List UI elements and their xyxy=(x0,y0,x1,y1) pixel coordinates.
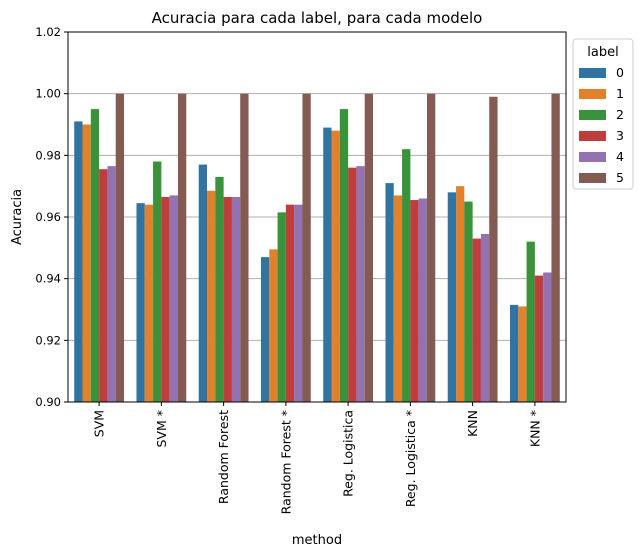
y-axis-label: Acuracia xyxy=(10,189,25,245)
bar-random-forest-label-0 xyxy=(198,164,208,402)
x-tick-label: Random Forest xyxy=(216,410,231,504)
bar-svm--label-5 xyxy=(177,93,187,403)
legend-swatch xyxy=(579,89,606,99)
y-tick-label: 0.92 xyxy=(35,333,61,347)
bar-random-forest--label-5 xyxy=(302,93,311,403)
bar-svm--label-3 xyxy=(161,196,170,402)
bar-reg-logistica--label-3 xyxy=(410,200,419,402)
bar-knn--label-2 xyxy=(526,241,535,402)
bar-svm-label-0 xyxy=(74,121,83,403)
bar-svm--label-1 xyxy=(144,204,154,402)
y-axis: 0.90 0.92 0.94 0.96 0.98 1.00 1.02 xyxy=(35,25,68,409)
bar-reg-logistica--label-5 xyxy=(426,93,436,403)
legend-swatch xyxy=(579,110,606,120)
bar-knn--label-5 xyxy=(551,93,560,403)
legend-title: label xyxy=(587,45,618,60)
bar-random-forest--label-1 xyxy=(269,249,278,402)
bar-reg-logistica-label-5 xyxy=(364,93,374,403)
x-tick-label: SVM xyxy=(92,410,107,437)
bars xyxy=(74,93,560,403)
y-tick-label: 0.94 xyxy=(35,272,61,286)
bar-reg-logistica-label-2 xyxy=(339,109,349,402)
bar-reg-logistica-label-3 xyxy=(348,167,357,402)
bar-svm--label-0 xyxy=(136,203,145,402)
legend-swatch xyxy=(579,131,606,141)
bar-svm-label-4 xyxy=(107,166,116,402)
y-tick-label: 1.00 xyxy=(35,87,61,101)
y-tick-label: 0.98 xyxy=(35,148,61,162)
bar-reg-logistica-label-0 xyxy=(323,127,332,402)
x-axis-label: method xyxy=(292,533,342,548)
bar-knn--label-1 xyxy=(518,306,527,402)
x-tick-label: Reg. Logistica * xyxy=(403,410,418,507)
bar-random-forest-label-5 xyxy=(240,93,249,403)
x-tick-label: KNN * xyxy=(527,410,542,447)
bar-random-forest-label-4 xyxy=(231,196,241,402)
bar-knn--label-4 xyxy=(543,272,552,402)
x-tick-label: KNN xyxy=(465,410,480,437)
bar-svm-label-5 xyxy=(115,93,125,403)
legend-label: 4 xyxy=(616,149,624,164)
bar-knn-label-1 xyxy=(456,186,465,402)
legend-label: 5 xyxy=(616,170,624,185)
bar-svm--label-4 xyxy=(169,195,178,402)
bar-random-forest-label-2 xyxy=(215,176,224,402)
y-tick-label: 0.96 xyxy=(35,210,61,224)
x-tick-label: Random Forest * xyxy=(278,410,293,514)
bar-knn--label-3 xyxy=(534,275,544,402)
bar-random-forest-label-1 xyxy=(207,190,216,402)
bar-random-forest--label-0 xyxy=(260,257,270,402)
chart-title: Acuracia para cada label, para cada mode… xyxy=(152,9,483,27)
bar-reg-logistica-label-4 xyxy=(356,166,365,402)
x-tick-label: SVM * xyxy=(154,410,169,448)
bar-knn-label-0 xyxy=(447,192,457,402)
bar-knn-label-5 xyxy=(489,96,498,402)
x-tick-label: Reg. Logistica xyxy=(341,410,356,497)
legend: label 0 1 2 3 4 5 xyxy=(572,38,634,190)
bar-random-forest--label-4 xyxy=(294,204,303,402)
bar-knn--label-0 xyxy=(509,304,519,402)
bar-reg-logistica-label-1 xyxy=(331,130,340,402)
legend-swatch xyxy=(579,68,606,78)
y-tick-label: 1.02 xyxy=(35,25,61,39)
bar-svm-label-2 xyxy=(90,109,100,402)
legend-swatch xyxy=(579,152,606,162)
legend-label: 2 xyxy=(616,107,624,122)
bar-svm-label-1 xyxy=(82,124,91,402)
bar-knn-label-3 xyxy=(472,238,481,402)
bar-svm-label-3 xyxy=(99,169,108,402)
bar-reg-logistica--label-0 xyxy=(385,183,394,402)
y-tick-label: 0.90 xyxy=(35,395,61,409)
legend-swatch xyxy=(579,173,606,183)
bar-knn-label-2 xyxy=(464,201,473,402)
bar-reg-logistica--label-1 xyxy=(393,195,403,402)
bar-svm--label-2 xyxy=(153,161,162,402)
bar-reg-logistica--label-4 xyxy=(418,198,427,402)
bar-random-forest--label-2 xyxy=(277,212,286,402)
legend-label: 1 xyxy=(616,86,624,101)
bar-reg-logistica--label-2 xyxy=(402,149,411,402)
bar-random-forest-label-3 xyxy=(223,196,232,402)
x-axis: SVM SVM * Random Forest Random Forest * Reg.… xyxy=(92,402,542,514)
bar-random-forest--label-3 xyxy=(285,204,295,402)
bar-knn-label-4 xyxy=(480,233,490,402)
legend-label: 3 xyxy=(616,128,624,143)
legend-label: 0 xyxy=(616,65,624,80)
